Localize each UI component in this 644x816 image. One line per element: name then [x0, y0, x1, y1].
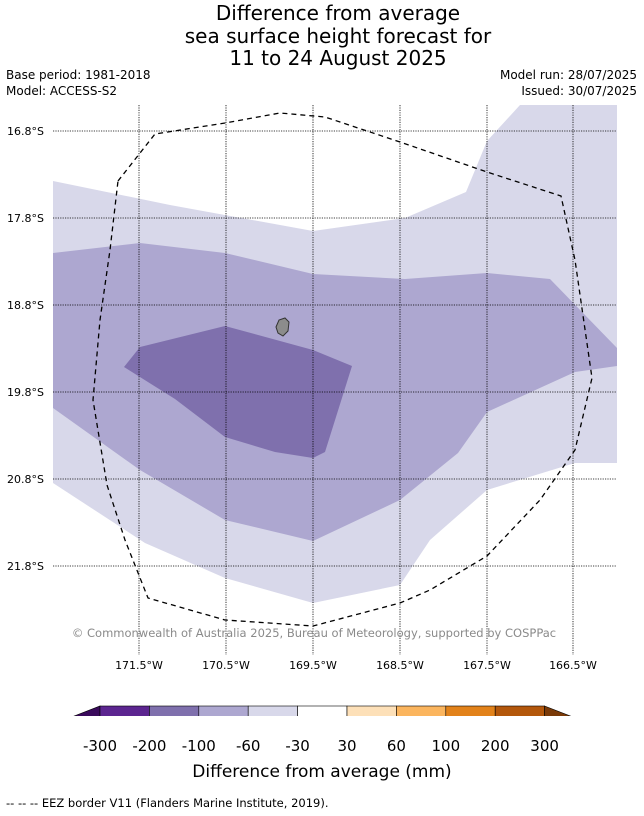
colorbar: [73, 705, 572, 716]
colorbar-tick-label: -300: [82, 737, 118, 755]
graticule: [53, 105, 617, 655]
contour-layer: [53, 105, 617, 603]
map-figure: 16.8°S 17.8°S 18.8°S 19.8°S 20.8°S 21.8°…: [7, 105, 617, 716]
colorbar-bin-4: [247, 705, 298, 716]
lon-label-6: 166.5°W: [549, 659, 597, 672]
lon-label-1: 171.5°W: [115, 659, 163, 672]
colorbar-bin-3: [198, 705, 249, 716]
meta-left: Base period: 1981-2018 Model: ACCESS-S2: [6, 67, 151, 99]
copyright-notice: © Commonwealth of Australia 2025, Bureau…: [72, 626, 556, 640]
colorbar-tick-label: -60: [235, 737, 261, 755]
colorbar-tick-label: -100: [181, 737, 216, 755]
eez-border: [92, 112, 593, 627]
issued-date: Issued: 30/07/2025: [521, 84, 637, 98]
colorbar-tick-label: 200: [480, 737, 510, 755]
title-line-3: 11 to 24 August 2025: [229, 46, 447, 70]
colorbar-bin-2: [149, 705, 200, 716]
lat-label-6: 21.8°S: [7, 560, 44, 573]
colorbar-bin-5: [297, 705, 348, 716]
lon-label-3: 169.5°W: [289, 659, 337, 672]
map-title: Difference from average sea surface heig…: [0, 2, 644, 70]
colorbar-bin-1: [99, 705, 150, 716]
colorbar-bin-9: [494, 705, 545, 716]
model-run: Model run: 28/07/2025: [499, 68, 637, 82]
title-line-1: Difference from average: [215, 1, 461, 25]
eez-legend-note: -- -- -- EEZ border V11 (Flanders Marine…: [6, 796, 329, 810]
lat-label-5: 20.8°S: [7, 473, 44, 486]
colorbar-bin-8: [445, 705, 496, 716]
colorbar-bin-7: [396, 705, 447, 716]
lon-label-4: 168.5°W: [376, 659, 424, 672]
lon-label-5: 167.5°W: [463, 659, 511, 672]
lat-label-2: 17.8°S: [7, 212, 44, 225]
colorbar-tick-label: 100: [431, 737, 461, 755]
colorbar-tick-label: 30: [337, 737, 357, 755]
model-name: Model: ACCESS-S2: [6, 84, 118, 98]
colorbar-title: Difference from average (mm): [192, 762, 452, 782]
colorbar-arrow-low: [73, 705, 101, 716]
title-line-2: sea surface height forecast for: [184, 23, 492, 48]
colorbar-tick-label: -200: [132, 737, 167, 755]
colorbar-tick-label: 300: [530, 737, 559, 755]
base-period: Base period: 1981-2018: [6, 68, 151, 82]
colorbar-tick-label: 60: [386, 737, 406, 755]
colorbar-bin-6: [346, 705, 397, 716]
lon-label-2: 170.5°W: [202, 659, 250, 672]
colorbar-arrow-high: [544, 705, 572, 716]
lat-label-3: 18.8°S: [7, 299, 44, 312]
island: [275, 317, 290, 337]
meta-right: Model run: 28/07/2025 Issued: 30/07/2025: [500, 67, 637, 99]
colorbar-tick-label: -30: [285, 737, 310, 755]
lat-label-4: 19.8°S: [7, 386, 44, 399]
lat-label-1: 16.8°S: [7, 125, 44, 138]
